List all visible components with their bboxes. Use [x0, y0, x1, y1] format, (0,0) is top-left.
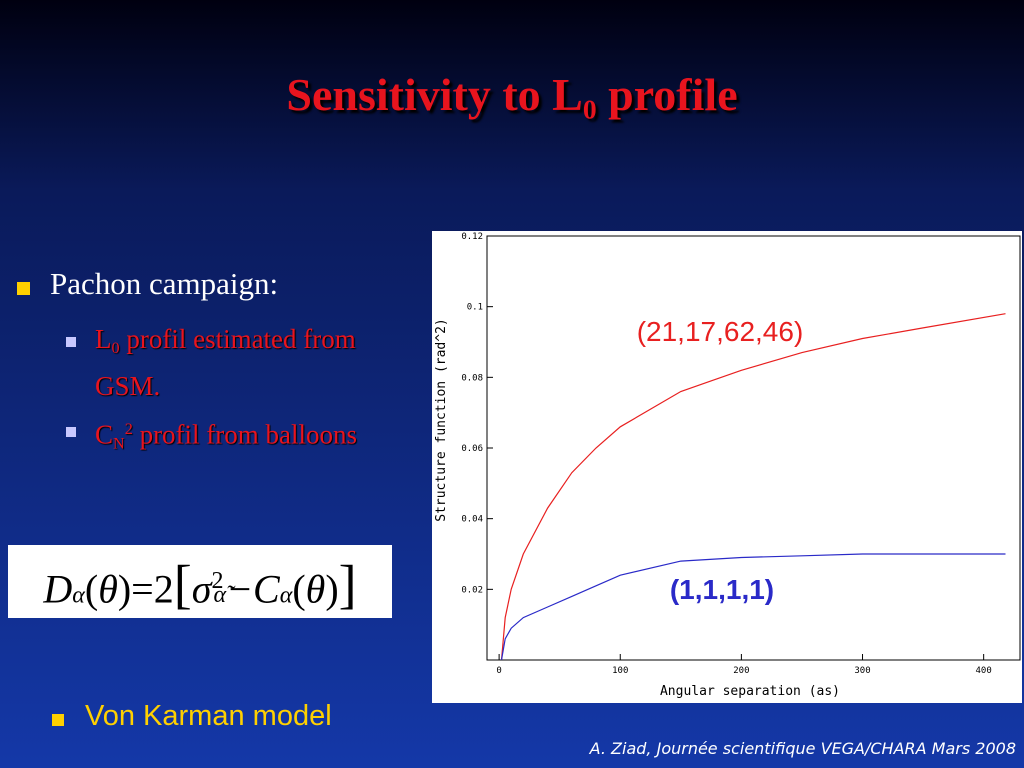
bullet: Pachon campaign:: [50, 266, 279, 301]
formula-part: α: [279, 582, 293, 609]
formula-part: −C: [226, 566, 280, 612]
formula-part: α̃: [213, 582, 227, 609]
formula-part: ): [325, 566, 339, 612]
x-tick-label: 100: [612, 666, 628, 676]
formula-part: )=2: [117, 566, 174, 612]
formula-part: θ: [305, 566, 326, 612]
subscript: 0: [111, 338, 120, 357]
text: C: [95, 419, 114, 450]
y-tick-label: 0.06: [461, 444, 483, 454]
formula-part: 2: [211, 568, 224, 594]
y-axis-label: Structure function (rad^2): [434, 318, 449, 522]
text: L: [95, 324, 112, 354]
title-subscript: 0: [582, 93, 597, 125]
bullet: Von Karman model: [85, 700, 332, 732]
series-label: (1,1,1,1): [670, 574, 774, 605]
formula-part: α: [72, 582, 85, 609]
slide-title: Sensitivity to L0 profile: [0, 68, 1024, 125]
footer: A. Ziad, Journée scientifique VEGA/CHARA…: [589, 739, 1016, 758]
formula-part: (: [292, 566, 306, 612]
formula: Dα(θ)=2[σ2α̃−Cα(θ)]: [8, 545, 392, 618]
superscript: 2: [124, 420, 133, 438]
bullet-marker: [17, 282, 30, 295]
bullet-marker: [52, 714, 64, 726]
formula-part: θ: [98, 566, 118, 612]
formula-part: D: [43, 566, 73, 612]
y-tick-label: 0.12: [461, 232, 483, 242]
formula-part: [: [173, 554, 192, 615]
chart: 0.02 0.04 0.06 0.08 0.1 0.12 0 100 200 300 400 Stru…: [432, 231, 1022, 703]
title-text: Sensitivity to L: [286, 69, 583, 120]
title-text: profile: [596, 69, 738, 120]
x-tick-label: 300: [854, 666, 870, 676]
formula-part: ]: [338, 554, 357, 615]
x-tick-label: 0: [496, 666, 501, 676]
text: profil estimated from GSM.: [95, 324, 356, 401]
data-line: [500, 553, 1006, 661]
sub-bullet: CN2 profil from balloons: [95, 410, 395, 463]
subscript: N: [113, 434, 125, 453]
formula-part: σ: [191, 566, 212, 612]
data-line: [500, 313, 1006, 661]
bullet-marker: [66, 337, 76, 347]
x-tick-label: 200: [733, 666, 749, 676]
y-tick-label: 0.02: [461, 585, 483, 595]
x-axis-label: Angular separation (as): [660, 684, 840, 699]
y-tick-label: 0.1: [467, 303, 483, 313]
y-tick-label: 0.04: [461, 515, 483, 525]
series-label: (21,17,62,46): [637, 316, 804, 347]
x-tick-label: 400: [976, 666, 992, 676]
y-tick-label: 0.08: [461, 373, 483, 383]
text: profil from balloons: [132, 419, 358, 450]
bullet-marker: [66, 427, 76, 437]
formula-part: (: [84, 566, 99, 612]
sub-bullet: L0 profil estimated from GSM.: [95, 320, 395, 405]
